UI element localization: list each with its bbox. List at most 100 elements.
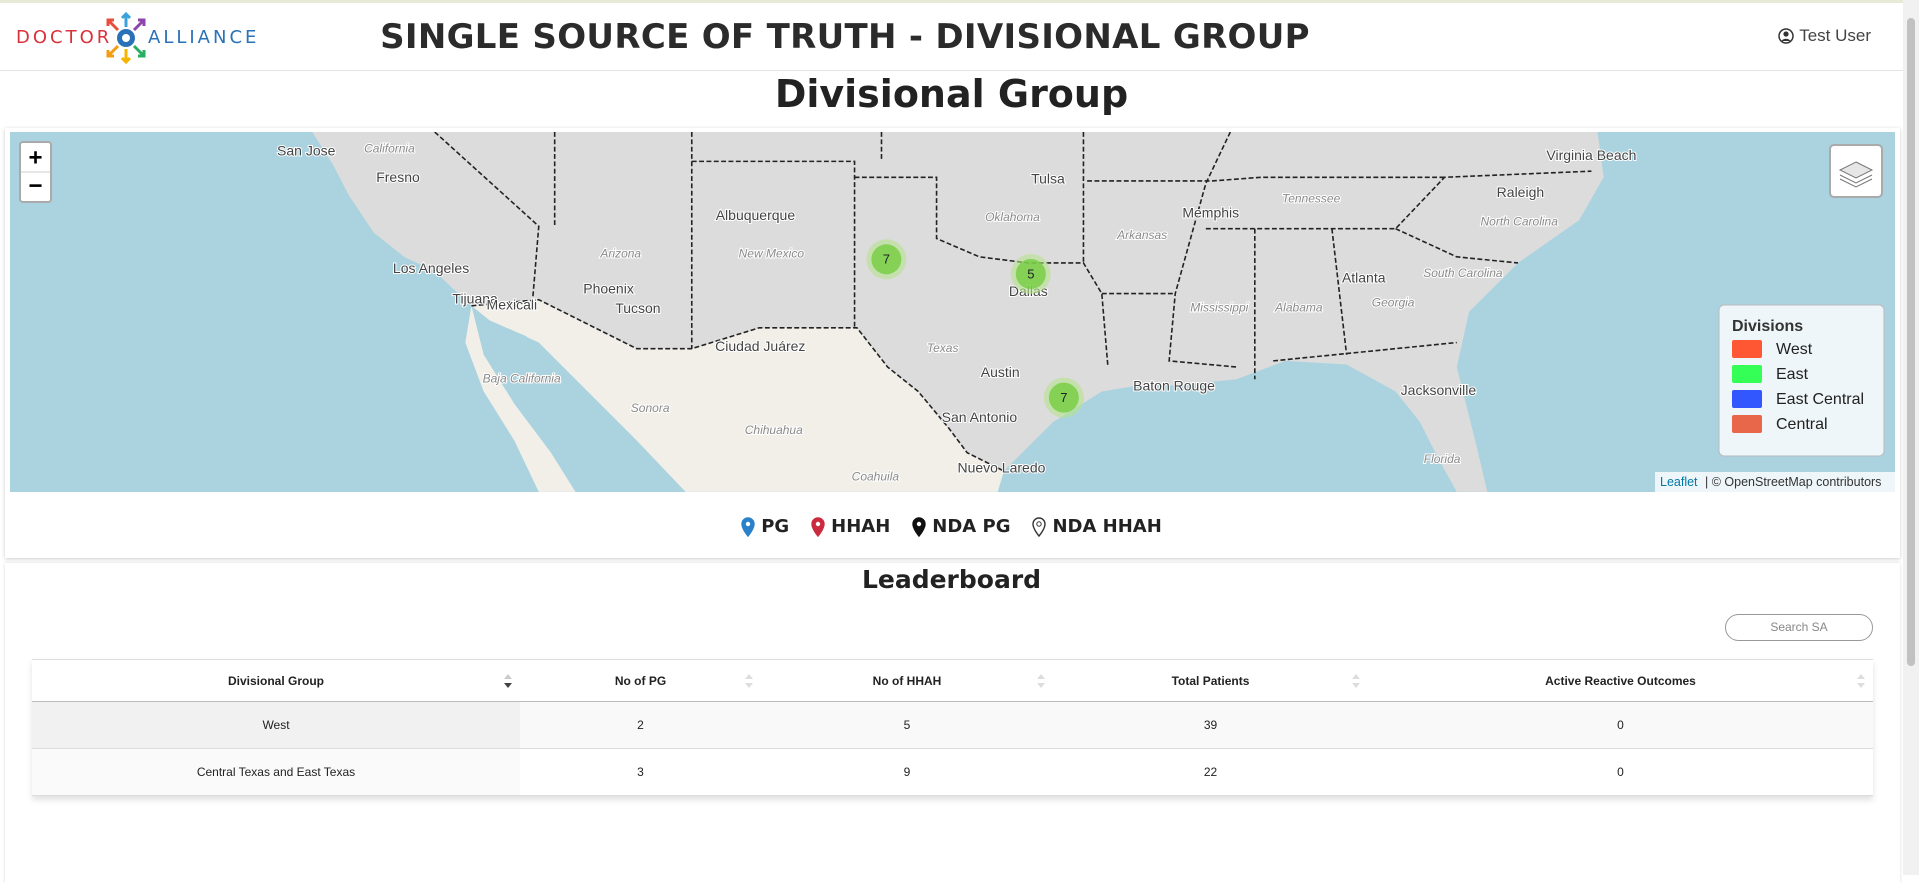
map-label: Tijuana	[452, 290, 498, 306]
map-label: California	[364, 141, 415, 155]
map-label: New Mexico	[739, 247, 805, 261]
attribution-link[interactable]: Leaflet	[1660, 475, 1698, 489]
marker-legend-label: HHAH	[831, 516, 891, 537]
marker-legend-item[interactable]: NDA HHAH	[1032, 516, 1162, 537]
marker-legend-item[interactable]: NDA PG	[912, 516, 1010, 537]
legend-swatch	[1732, 365, 1762, 383]
marker-legend: PG HHAH NDA PG NDA HHAH	[0, 516, 1903, 537]
map-label: Texas	[927, 341, 959, 355]
sort-down	[504, 683, 512, 688]
marker-legend-label: NDA PG	[932, 516, 1011, 537]
column-title: Total Patients	[1171, 673, 1250, 688]
user-name: Test User	[1799, 26, 1871, 45]
legend-swatch	[1732, 390, 1762, 408]
table-cell: 0	[1617, 765, 1624, 779]
map-label: Memphis	[1182, 205, 1239, 221]
logo-icon	[106, 11, 146, 65]
map-label: Coahuila	[852, 469, 900, 483]
table-row: West 2 5 39 0	[32, 702, 1873, 749]
marker-legend-item[interactable]: PG	[741, 516, 789, 537]
column-header[interactable]: No of HHAH	[761, 660, 1053, 701]
pin	[741, 516, 755, 537]
map-label: Jacksonville	[1401, 382, 1477, 398]
user-menu[interactable]: Test User	[1778, 26, 1871, 46]
column-header[interactable]: Divisional Group	[32, 660, 520, 701]
map-label: Phoenix	[583, 281, 634, 297]
sort-up	[1037, 674, 1045, 679]
zoom-in[interactable]: +	[28, 144, 42, 171]
cluster-count: 7	[1060, 390, 1067, 405]
map-label: Fresno	[376, 169, 420, 185]
map-label: Raleigh	[1497, 184, 1544, 200]
map-label: Tucson	[615, 300, 660, 316]
map-geography	[312, 132, 1604, 492]
sort-down	[745, 683, 753, 688]
app-title: SINGLE SOURCE OF TRUTH - DIVISIONAL GROU…	[380, 17, 1310, 57]
column-title: No of HHAH	[872, 673, 942, 688]
logo[interactable]: DOCTOR ALLIANCE	[16, 9, 256, 69]
legend-label: West	[1776, 341, 1813, 358]
boundaries	[434, 132, 1592, 472]
cluster[interactable]: 7	[1043, 377, 1084, 418]
table-cell: 3	[637, 765, 644, 779]
map-label: Nuevo Laredo	[957, 459, 1045, 475]
map-label: Albuquerque	[716, 207, 796, 223]
map-label: Atlanta	[1342, 270, 1386, 286]
legend-swatch	[1732, 340, 1762, 358]
leaderboard-table: Divisional Group No of PG No of HHAH Total …	[32, 659, 1873, 796]
cluster-count: 5	[1027, 266, 1034, 281]
map-label: Georgia	[1372, 296, 1415, 310]
column-title: No of PG	[614, 673, 667, 688]
marker-legend-label: PG	[761, 516, 790, 537]
map-label: South Carolina	[1423, 266, 1503, 280]
zoom-out[interactable]: −	[28, 172, 42, 199]
map-label: Tennessee	[1282, 191, 1341, 205]
logo-text: DOCTOR	[16, 27, 112, 48]
map-label: Los Angeles	[393, 260, 469, 276]
sort-up	[1857, 674, 1865, 679]
pin-dot	[917, 521, 922, 526]
layers-button[interactable]	[1829, 144, 1883, 198]
map-label: Oklahoma	[985, 210, 1040, 224]
pin	[912, 516, 926, 537]
legend-label: East Central	[1776, 391, 1864, 408]
map[interactable]: San Jose California Fresno Los Angeles Tijua…	[10, 132, 1895, 492]
map-label: Arkansas	[1116, 228, 1167, 242]
sort-down	[1352, 683, 1360, 688]
search-input[interactable]: Search SA	[1725, 614, 1873, 641]
column-title: Divisional Group	[227, 673, 324, 688]
column-header[interactable]: No of PG	[520, 660, 761, 701]
column-header[interactable]: Active Reactive Outcomes	[1368, 660, 1873, 701]
column-header[interactable]: Total Patients	[1053, 660, 1368, 701]
pin-dot	[746, 521, 751, 526]
cluster[interactable]: 7	[866, 239, 907, 280]
table-cell: 22	[1203, 765, 1218, 779]
map-label: San Jose	[277, 142, 336, 158]
page-title: Divisional Group	[774, 72, 1129, 116]
pin-dot	[815, 521, 821, 526]
map-label: San Antonio	[942, 409, 1018, 425]
sort-down	[1857, 683, 1865, 688]
table-cell: 9	[903, 765, 911, 779]
logo-text: ALLIANCE	[148, 27, 256, 48]
clusters: 7 5 7	[866, 239, 1084, 418]
sort-icon	[745, 674, 753, 688]
attribution: Leaflet | © OpenStreetMap contributors	[1655, 472, 1895, 492]
attribution-text: | © OpenStreetMap contributors	[1705, 475, 1881, 489]
table-cell: 39	[1203, 718, 1218, 732]
map-label: Florida	[1424, 452, 1461, 466]
marker-icon	[1032, 516, 1047, 537]
pin	[1032, 516, 1047, 537]
marker-legend-item[interactable]: HHAH	[811, 516, 890, 537]
table-cell: 0	[1617, 718, 1624, 732]
table-row: Central Texas and East Texas 3 9 22 0	[32, 749, 1873, 796]
map-label: Virginia Beach	[1546, 147, 1636, 163]
pin	[811, 516, 825, 537]
land-us	[312, 132, 1604, 492]
table-cell: Central Texas and East Texas	[32, 749, 520, 795]
map-label: Tulsa	[1031, 170, 1065, 186]
cluster[interactable]: 5	[1010, 253, 1051, 294]
pin-dot	[1036, 520, 1043, 527]
zoom-control: + −	[19, 141, 52, 203]
scrollbar-thumb[interactable]	[1907, 18, 1915, 666]
